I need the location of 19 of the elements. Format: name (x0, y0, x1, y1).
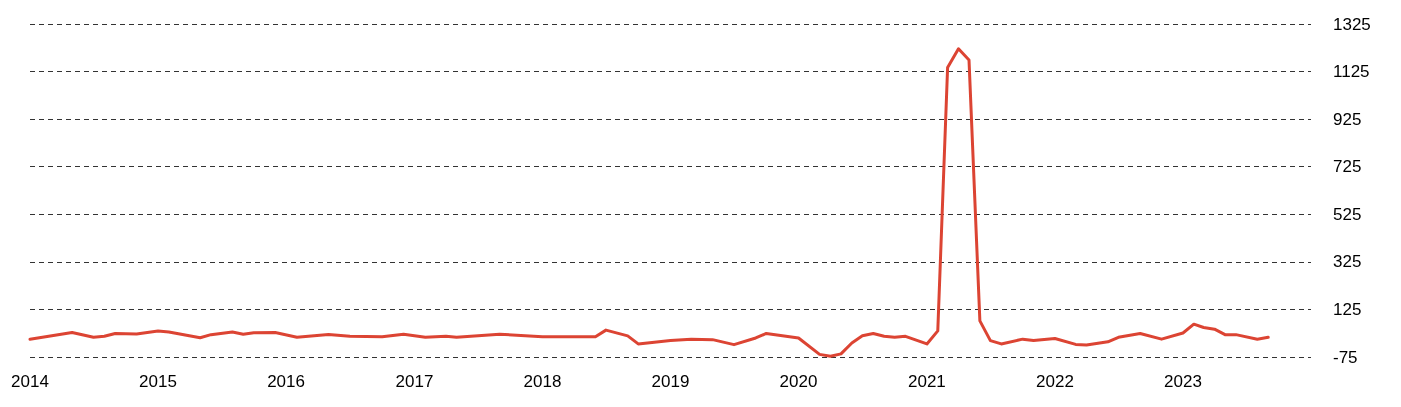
x-tick-label: 2014 (11, 372, 49, 391)
y-tick-label: 1125 (1333, 62, 1370, 82)
x-tick-label: 2023 (1164, 372, 1202, 391)
y-tick-label: 125 (1333, 299, 1362, 319)
x-tick-label: 2018 (523, 372, 562, 391)
y-tick-label: 525 (1333, 204, 1362, 224)
y-tick-label: 1325 (1333, 14, 1371, 34)
x-tick-label: 2019 (651, 372, 690, 391)
line-series (28, 47, 1270, 358)
x-tick-label: 2015 (139, 372, 177, 391)
x-tick-label: 2016 (267, 372, 305, 391)
y-tick-label: 725 (1333, 157, 1362, 177)
y-tick-label: 325 (1333, 252, 1362, 272)
x-tick-label: 2020 (779, 372, 818, 391)
y-tick-label: 925 (1333, 109, 1362, 129)
x-tick-label: 2017 (395, 372, 434, 391)
x-tick-label: 2021 (908, 372, 946, 391)
y-tick-label: -75 (1333, 347, 1358, 367)
x-tick-label: 2022 (1036, 372, 1074, 391)
